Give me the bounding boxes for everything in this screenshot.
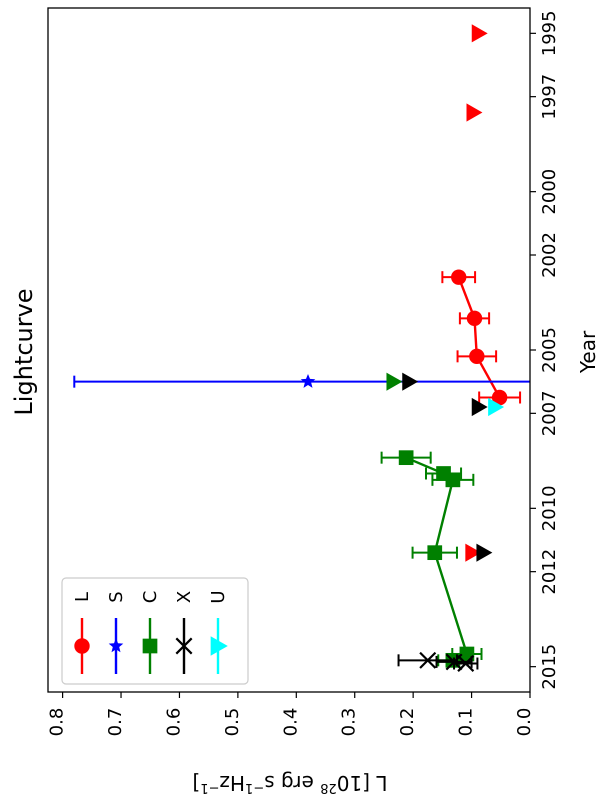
series-c-upper-limit-0 xyxy=(386,372,403,391)
y-tick-label-0.6: 0.6 xyxy=(163,708,184,737)
series-l-point-2 xyxy=(469,348,485,365)
x-tick-label-1997: 1997 xyxy=(539,74,560,120)
y-tick-label-0.4: 0.4 xyxy=(280,708,301,737)
series-x-upper-limit-0 xyxy=(402,372,419,391)
series-x-upper-limit-2 xyxy=(476,543,493,562)
y-tick-label-0.7: 0.7 xyxy=(105,708,126,737)
series-l-point-3 xyxy=(491,389,508,406)
y-tick-label-0.5: 0.5 xyxy=(222,708,243,737)
series-s-point-0 xyxy=(300,374,316,388)
series-l-upper-limit-1 xyxy=(466,103,483,122)
series-x-point-0 xyxy=(419,651,437,669)
y-axis-label: L [1028 erg s−1Hz−1] xyxy=(192,771,387,795)
series-u-upper-limit-0 xyxy=(488,397,505,417)
series-c-point-3 xyxy=(427,545,443,561)
legend-u-marker xyxy=(210,636,228,656)
y-tick-label-0.1: 0.1 xyxy=(456,708,477,737)
y-label-mid-2: Hz xyxy=(219,771,245,795)
y-label-exp-3: −1 xyxy=(200,780,219,795)
legend-c-label: C xyxy=(140,591,161,604)
legend-x-label: X xyxy=(174,591,195,603)
x-tick-label-1995: 1995 xyxy=(539,10,560,56)
y-label-exp-1: 28 xyxy=(320,780,337,795)
series-x-upper-limit-1 xyxy=(471,397,488,417)
series-l-point-1 xyxy=(466,310,483,327)
y-tick-label-0.0: 0.0 xyxy=(514,708,535,737)
x-tick-label-2005: 2005 xyxy=(539,327,560,373)
series-l-upper-limit-2 xyxy=(465,543,482,562)
x-tick-label-2000: 2000 xyxy=(539,169,560,215)
x-tick-label-2012: 2012 xyxy=(539,549,560,595)
legend-l-label: L xyxy=(72,592,93,602)
y-tick-label-0.2: 0.2 xyxy=(397,708,418,737)
x-tick-label-2010: 2010 xyxy=(539,485,560,531)
series-l-line xyxy=(457,276,501,399)
y-tick-label-0.8: 0.8 xyxy=(47,708,68,737)
chart-title: Lightcurve xyxy=(10,288,38,415)
y-tick-label-0.3: 0.3 xyxy=(339,708,360,737)
x-tick-label-2015: 2015 xyxy=(539,644,560,690)
series-x-point-2 xyxy=(457,655,475,672)
series-c-point-2 xyxy=(445,472,461,488)
legend-c-marker xyxy=(142,638,158,654)
y-label-exp-2: −1 xyxy=(245,780,264,795)
x-axis-label: Year xyxy=(576,330,599,374)
legend-box xyxy=(61,577,249,685)
x-tick-label-2007: 2007 xyxy=(539,390,560,436)
legend-x-marker xyxy=(175,637,193,655)
series-l-upper-limit-0 xyxy=(471,24,488,43)
legend-s-marker xyxy=(108,638,124,653)
y-label-mid: erg s xyxy=(264,771,320,795)
y-label-main: L [10 xyxy=(337,771,388,795)
series-c-point-0 xyxy=(398,450,414,466)
plot-area xyxy=(73,24,530,672)
series-l-point-0 xyxy=(451,269,467,285)
legend-l-marker xyxy=(74,638,90,654)
x-tick-label-2002: 2002 xyxy=(539,232,560,278)
legend-s-label: S xyxy=(106,591,127,602)
legend-u-label: U xyxy=(208,590,229,603)
y-label-end: ] xyxy=(192,771,200,795)
